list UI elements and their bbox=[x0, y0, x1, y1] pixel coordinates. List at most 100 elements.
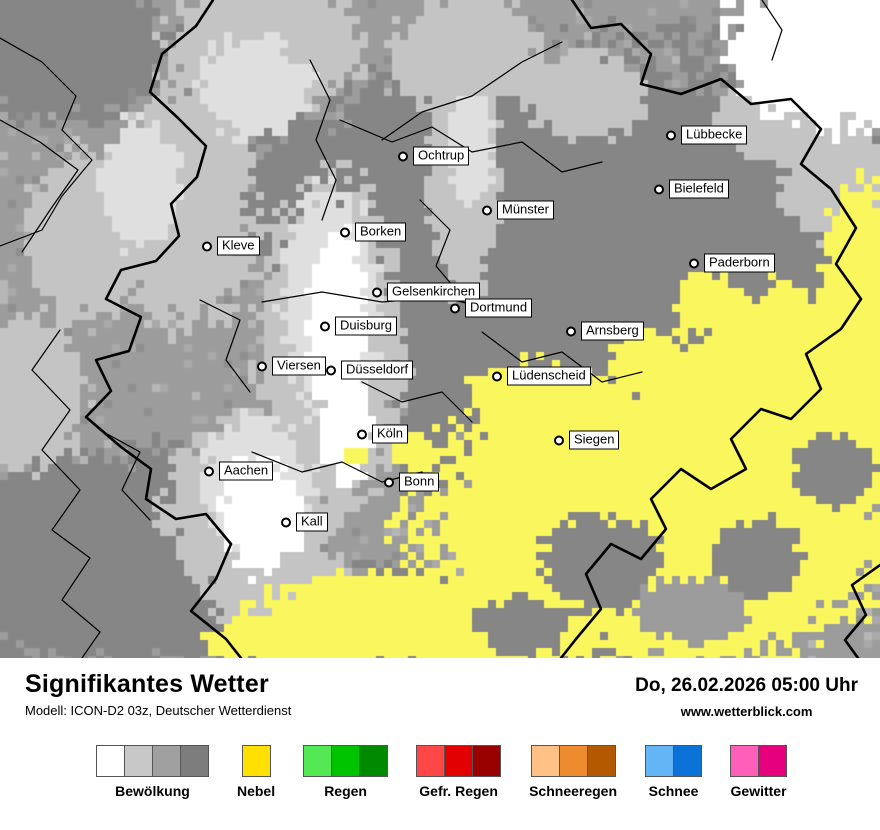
legend-group-label: Gewitter bbox=[730, 783, 787, 799]
footer: Signifikantes Wetter Modell: ICON-D2 03z… bbox=[0, 658, 880, 799]
city-marker: Düsseldorf bbox=[326, 360, 414, 380]
border-line bbox=[339, 119, 603, 173]
border-line bbox=[0, 119, 79, 253]
city-marker-dot bbox=[566, 326, 576, 336]
city-marker: Borken bbox=[340, 222, 407, 242]
border-line bbox=[419, 199, 459, 293]
legend-swatch bbox=[558, 746, 587, 776]
city-marker-dot bbox=[384, 477, 394, 487]
city-label: Borken bbox=[355, 222, 407, 242]
city-label: Viersen bbox=[272, 356, 326, 376]
legend-swatch-strip bbox=[241, 745, 271, 777]
legend-swatch bbox=[673, 746, 702, 776]
legend-swatch bbox=[123, 746, 152, 776]
city-marker: Köln bbox=[357, 424, 409, 444]
city-marker: Viersen bbox=[257, 356, 326, 376]
city-marker: Aachen bbox=[204, 461, 274, 481]
city-marker: Siegen bbox=[554, 430, 620, 450]
border-line bbox=[361, 381, 473, 423]
legend-swatch bbox=[586, 746, 615, 776]
city-marker: Bielefeld bbox=[654, 179, 729, 199]
city-marker-dot bbox=[372, 287, 382, 297]
page-title: Signifikantes Wetter bbox=[25, 670, 269, 698]
city-marker-dot bbox=[257, 361, 267, 371]
forecast-datetime: Do, 26.02.2026 05:00 Uhr bbox=[635, 675, 858, 696]
city-label: Siegen bbox=[569, 430, 620, 450]
city-label: Paderborn bbox=[704, 253, 775, 273]
legend-swatch bbox=[646, 746, 674, 776]
border-line bbox=[199, 299, 251, 393]
city-marker-dot bbox=[204, 466, 214, 476]
city-marker: Gelsenkirchen bbox=[372, 282, 481, 302]
border-line bbox=[0, 37, 93, 247]
legend-group-label: Schneeregen bbox=[529, 783, 618, 799]
city-label: Lübbecke bbox=[681, 125, 748, 145]
legend: Bewölkung Nebel Regen Gefr. Regen Schneerege… bbox=[25, 745, 858, 799]
city-label: Münster bbox=[497, 200, 554, 220]
legend-group: Schneeregen bbox=[529, 745, 617, 799]
city-label: Kall bbox=[296, 512, 328, 532]
legend-swatch bbox=[151, 746, 180, 776]
legend-swatch-strip bbox=[645, 745, 703, 777]
legend-swatch bbox=[444, 746, 473, 776]
model-info: Modell: ICON-D2 03z, Deutscher Wetterdie… bbox=[25, 703, 292, 718]
city-label: Kleve bbox=[217, 236, 260, 256]
city-marker-dot bbox=[320, 321, 330, 331]
legend-swatch bbox=[531, 746, 559, 776]
legend-group-label: Regen bbox=[324, 783, 367, 799]
legend-swatch bbox=[179, 746, 208, 776]
border-line bbox=[31, 329, 101, 658]
city-marker: Münster bbox=[482, 200, 554, 220]
city-label: Ochtrup bbox=[413, 146, 470, 166]
border-line bbox=[761, 0, 783, 61]
city-marker-dot bbox=[492, 371, 502, 381]
city-marker: Kall bbox=[281, 512, 328, 532]
city-marker-dot bbox=[326, 365, 336, 375]
legend-group: Gefr. Regen bbox=[416, 745, 502, 799]
city-marker: Kleve bbox=[202, 236, 260, 256]
border-line bbox=[559, 0, 863, 658]
city-label: Bielefeld bbox=[669, 179, 729, 199]
city-marker: Bonn bbox=[384, 472, 440, 492]
border-line bbox=[843, 563, 880, 658]
city-marker: Dortmund bbox=[450, 298, 533, 318]
legend-swatch bbox=[331, 746, 360, 776]
legend-swatch bbox=[731, 746, 759, 776]
legend-group: Schnee bbox=[645, 745, 703, 799]
city-marker: Paderborn bbox=[689, 253, 775, 273]
legend-swatch bbox=[472, 746, 501, 776]
weather-map: Ochtrup Lübbecke Bielefeld Münster Borken Kle… bbox=[0, 0, 880, 658]
legend-group: Gewitter bbox=[730, 745, 788, 799]
city-label: Bonn bbox=[399, 472, 440, 492]
border-line bbox=[481, 331, 643, 383]
legend-group-label: Nebel bbox=[236, 783, 276, 799]
city-label: Gelsenkirchen bbox=[387, 282, 481, 302]
city-marker-dot bbox=[357, 429, 367, 439]
website-text: www.wetterblick.com bbox=[680, 704, 813, 719]
city-marker-dot bbox=[654, 184, 664, 194]
legend-group-label: Bewölkung bbox=[115, 783, 190, 799]
border-line bbox=[261, 291, 503, 313]
city-marker-dot bbox=[281, 517, 291, 527]
city-marker-dot bbox=[482, 205, 492, 215]
city-marker-dot bbox=[689, 258, 699, 268]
legend-swatch-strip bbox=[530, 745, 616, 777]
city-marker-dot bbox=[450, 303, 460, 313]
legend-swatch bbox=[242, 746, 270, 776]
legend-swatch-strip bbox=[730, 745, 788, 777]
border-line bbox=[99, 429, 151, 521]
city-label: Arnsberg bbox=[581, 321, 644, 341]
city-marker-dot bbox=[398, 151, 408, 161]
city-label: Düsseldorf bbox=[341, 360, 414, 380]
legend-swatch bbox=[417, 746, 445, 776]
city-label: Lüdenscheid bbox=[507, 366, 591, 386]
city-marker: Lübbecke bbox=[666, 125, 748, 145]
legend-group-label: Gefr. Regen bbox=[419, 783, 498, 799]
border-line bbox=[381, 41, 563, 141]
map-raster bbox=[0, 0, 880, 658]
border-line bbox=[251, 451, 423, 483]
legend-swatch bbox=[758, 746, 787, 776]
city-marker: Ochtrup bbox=[398, 146, 470, 166]
city-marker: Lüdenscheid bbox=[492, 366, 591, 386]
